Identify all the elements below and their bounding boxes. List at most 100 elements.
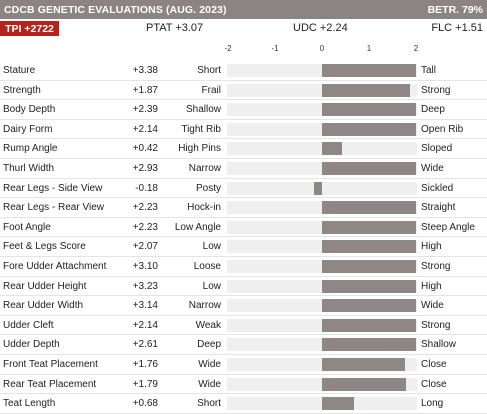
trait-bar-track: [227, 142, 417, 156]
trait-name: Stature: [3, 65, 36, 76]
trait-row: Rear Teat Placement +1.79 Wide Close: [0, 375, 487, 395]
trait-low-label: High Pins: [178, 143, 221, 155]
trait-bar: [322, 338, 416, 352]
trait-low-label: Loose: [193, 260, 221, 272]
trait-bar: [322, 318, 416, 332]
trait-bar-track: [227, 377, 417, 391]
trait-name: Udder Cleft: [3, 319, 54, 331]
trait-value: +3.14: [132, 300, 158, 312]
trait-bar-track: [227, 103, 417, 117]
trait-low-label: Weak: [195, 319, 221, 331]
flc-value: FLC +1.51: [431, 22, 483, 34]
trait-high-label: Strong: [421, 260, 451, 272]
trait-list: Stature +3.38 Short Tall Strength +1.87 Frail S…: [0, 61, 487, 414]
trait-low-label: Low: [202, 241, 221, 253]
trait-name: Teat Length: [3, 398, 56, 410]
trait-value: +2.23: [132, 202, 158, 214]
trait-value: +2.14: [132, 319, 158, 331]
axis-tick: 1: [366, 44, 372, 53]
trait-bar: [322, 279, 416, 293]
trait-bar-track: [227, 122, 417, 136]
summary-row: TPI +2722 PTAT +3.07 UDC +2.24 FLC +1.51: [0, 19, 487, 39]
trait-low-label: Tight Rib: [181, 123, 221, 135]
trait-low-label: Shallow: [185, 104, 221, 116]
trait-row: Rear Legs - Rear View +2.23 Hock-in Straigh…: [0, 198, 487, 218]
trait-bar-track: [227, 83, 417, 97]
trait-name: Dairy Form: [3, 123, 53, 135]
trait-bar: [322, 122, 416, 136]
trait-high-label: Deep: [421, 104, 445, 116]
scale-axis: -2 -1 0 1 2: [0, 44, 487, 56]
panel-header: CDCB GENETIC EVALUATIONS (AUG. 2023) BET…: [0, 0, 487, 19]
trait-bar: [313, 181, 322, 195]
trait-row: Stature +3.38 Short Tall: [0, 61, 487, 81]
trait-bar: [322, 103, 416, 117]
trait-bar-track: [227, 201, 417, 215]
trait-high-label: Strong: [421, 84, 451, 96]
trait-value: +0.42: [132, 143, 158, 155]
trait-low-label: Deep: [197, 339, 221, 351]
trait-bar-track: [227, 318, 417, 332]
trait-high-label: High: [421, 241, 442, 253]
trait-value: +3.23: [132, 280, 158, 292]
trait-bar-track: [227, 220, 417, 234]
trait-value: +2.39: [132, 104, 158, 116]
trait-name: Udder Depth: [3, 339, 60, 351]
reliability-label: BETR. 79%: [427, 3, 483, 16]
trait-name: Rear Udder Height: [3, 280, 87, 292]
trait-high-label: Tall: [421, 65, 437, 76]
trait-bar-track: [227, 299, 417, 313]
trait-row: Body Depth +2.39 Shallow Deep: [0, 100, 487, 120]
trait-name: Rump Angle: [3, 143, 58, 155]
trait-bar: [322, 83, 410, 97]
trait-high-label: Long: [421, 398, 444, 410]
axis-tick: -2: [224, 44, 232, 53]
trait-row: Front Teat Placement +1.76 Wide Close: [0, 355, 487, 375]
trait-name: Fore Udder Attachment: [3, 260, 107, 272]
trait-bar: [322, 299, 416, 313]
trait-low-label: Low Angle: [174, 221, 221, 233]
trait-bar: [322, 220, 416, 234]
trait-row: Rear Udder Height +3.23 Low High: [0, 277, 487, 297]
trait-bar: [322, 161, 416, 175]
trait-row: Rump Angle +0.42 High Pins Sloped: [0, 139, 487, 159]
trait-name: Feet & Legs Score: [3, 241, 86, 253]
trait-name: Rear Udder Width: [3, 300, 84, 312]
trait-name: Thurl Width: [3, 162, 55, 174]
trait-bar-track: [227, 161, 417, 175]
trait-bar: [322, 259, 416, 273]
trait-high-label: Open Rib: [421, 123, 464, 135]
trait-high-label: Strong: [421, 319, 451, 331]
trait-bar: [322, 201, 416, 215]
trait-high-label: High: [421, 280, 442, 292]
trait-row: Rear Udder Width +3.14 Narrow Wide: [0, 296, 487, 316]
trait-value: +2.61: [132, 339, 158, 351]
trait-value: +2.23: [132, 221, 158, 233]
tpi-badge: TPI +2722: [0, 21, 59, 36]
trait-value: +0.68: [132, 398, 158, 410]
trait-bar: [322, 377, 407, 391]
trait-bar: [322, 64, 416, 77]
trait-bar: [322, 142, 342, 156]
trait-bar-track: [227, 259, 417, 273]
axis-tick: 2: [413, 44, 419, 53]
trait-row: Udder Depth +2.61 Deep Shallow: [0, 335, 487, 355]
axis-tick: 0: [319, 44, 325, 53]
trait-bar-track: [227, 357, 417, 371]
trait-value: +3.10: [132, 260, 158, 272]
ptat-value: PTAT +3.07: [146, 22, 204, 34]
trait-bar: [322, 397, 354, 411]
trait-bar-track: [227, 64, 417, 77]
trait-name: Rear Teat Placement: [3, 378, 97, 390]
trait-low-label: Frail: [201, 84, 221, 96]
trait-row: Rear Legs - Side View -0.18 Posty Sickled: [0, 179, 487, 199]
udc-value: UDC +2.24: [293, 22, 348, 34]
trait-low-label: Wide: [198, 358, 221, 370]
trait-name: Rear Legs - Rear View: [3, 202, 104, 214]
axis-tick: -1: [271, 44, 279, 53]
trait-value: -0.18: [135, 182, 158, 194]
trait-name: Foot Angle: [3, 221, 51, 233]
panel-title: CDCB GENETIC EVALUATIONS (AUG. 2023): [4, 3, 227, 16]
trait-bar-track: [227, 181, 417, 195]
